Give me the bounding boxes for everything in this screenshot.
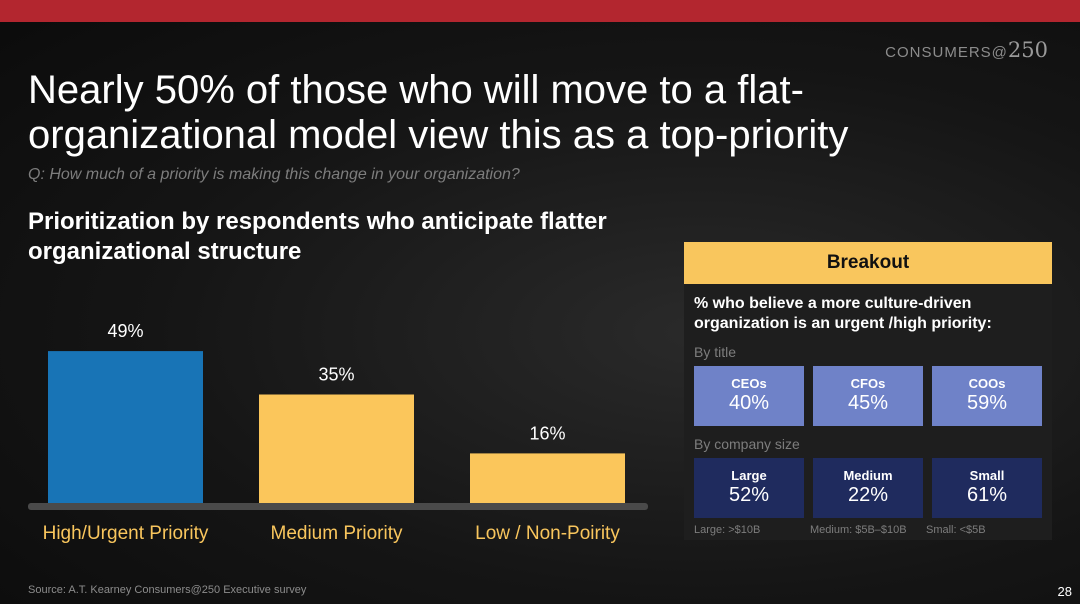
tile-label: CFOs bbox=[850, 376, 886, 391]
category-label: Medium Priority bbox=[271, 523, 403, 544]
top-accent-bar bbox=[0, 0, 1080, 22]
data-label: 35% bbox=[318, 365, 354, 385]
by-size-tiles: Large 52% Medium 22% Small 61% bbox=[694, 458, 1042, 518]
source-note: Source: A.T. Kearney Consumers@250 Execu… bbox=[28, 584, 307, 596]
bar-1 bbox=[48, 351, 203, 503]
by-size-label: By company size bbox=[694, 436, 800, 452]
bar-3 bbox=[470, 453, 625, 503]
breakout-panel: Breakout % who believe a more culture-dr… bbox=[684, 242, 1052, 540]
tile-label: CEOs bbox=[731, 376, 767, 391]
tile-coos: COOs 59% bbox=[932, 366, 1042, 426]
tile-label: COOs bbox=[968, 376, 1006, 391]
priority-bar-chart: 49% High/Urgent Priority 35% Medium Priorit… bbox=[28, 321, 648, 544]
page-number: 28 bbox=[1057, 584, 1072, 599]
footnote-small: Small: <$5B bbox=[926, 524, 986, 536]
tile-value: 52% bbox=[728, 484, 770, 506]
tile-value: 40% bbox=[728, 392, 770, 414]
by-title-tiles: CEOs 40% CFOs 45% COOs 59% bbox=[694, 366, 1042, 426]
footnote-medium: Medium: $5B–$10B bbox=[810, 524, 907, 536]
size-footnotes: Large: >$10B Medium: $5B–$10B Small: <$5… bbox=[694, 524, 1042, 536]
by-title-label: By title bbox=[694, 344, 737, 360]
tile-value: 61% bbox=[966, 484, 1008, 506]
category-label: High/Urgent Priority bbox=[43, 523, 209, 544]
brand-logo: CONSUMERS@250 bbox=[885, 38, 1048, 62]
tile-value: 45% bbox=[847, 392, 889, 414]
category-label: Low / Non-Poirity bbox=[475, 523, 620, 544]
tile-small: Small 61% bbox=[932, 458, 1042, 518]
chart-subtitle: Prioritization by respondents who antici… bbox=[28, 208, 607, 265]
tile-medium: Medium 22% bbox=[813, 458, 923, 518]
survey-question: Q: How much of a priority is making this… bbox=[28, 166, 520, 183]
tile-value: 59% bbox=[966, 392, 1008, 414]
x-axis-baseline bbox=[28, 503, 648, 510]
tile-label: Small bbox=[969, 468, 1005, 483]
data-label: 49% bbox=[107, 321, 143, 341]
breakout-header: Breakout bbox=[684, 242, 1052, 284]
footnote-large: Large: >$10B bbox=[694, 524, 761, 536]
page-title: Nearly 50% of those who will move to a f… bbox=[28, 68, 849, 157]
tile-value: 22% bbox=[847, 484, 889, 506]
data-label: 16% bbox=[529, 423, 565, 443]
tile-label: Large bbox=[731, 468, 767, 483]
tile-cfos: CFOs 45% bbox=[813, 366, 923, 426]
bar-2 bbox=[259, 394, 414, 503]
breakout-question: % who believe a more culture-driven orga… bbox=[694, 295, 992, 332]
tile-ceos: CEOs 40% bbox=[694, 366, 804, 426]
tile-large: Large 52% bbox=[694, 458, 804, 518]
tile-label: Medium bbox=[843, 468, 893, 483]
